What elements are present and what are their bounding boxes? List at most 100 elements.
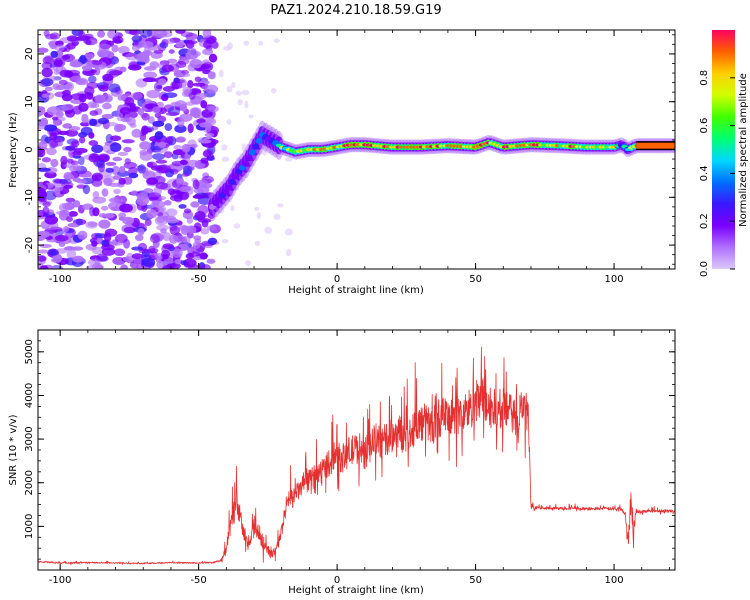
noise-blob [173,79,185,84]
noise-blob [118,212,127,219]
noise-blob [91,60,103,66]
noise-blob [65,216,73,223]
noise-blob [42,56,55,65]
noise-blob [88,75,97,84]
noise-blob [52,83,61,91]
noise-blob [193,235,202,241]
noise-blob [45,225,58,231]
noise-blob [157,141,167,148]
noise-blob [185,253,195,260]
snr-panel: -100 -50 0 50 100 1000 2000 3000 4000 5000 Heigh… [8,329,676,596]
noise-blob [38,255,47,262]
noise-blob [167,58,178,64]
noise-blob [38,124,46,130]
noise-blob [273,213,281,221]
noise-blob [77,230,88,240]
noise-blob [285,248,292,257]
y-tick-label: 2000 [24,470,35,495]
x-tick-label: -50 [190,575,206,586]
noise-blob [131,91,143,101]
noise-blob [199,252,208,260]
noise-blob [40,264,49,269]
noise-blob [175,30,186,34]
noise-blob [151,200,160,206]
noise-blob [137,227,145,236]
noise-blob [86,81,99,89]
noise-blob [172,248,183,258]
noise-blob [44,92,55,100]
noise-blob [113,248,126,257]
noise-blob [101,113,114,120]
noise-blob [276,203,284,208]
noise-blob [111,241,124,246]
noise-blob [185,32,198,41]
noise-blob [254,206,260,212]
noise-blob [61,93,73,102]
y-tick-label: 0 [24,146,35,152]
noise-blob [227,42,233,50]
noise-blob [143,188,154,194]
noise-blob [81,113,89,124]
noise-blob [139,151,153,161]
noise-blob [182,86,193,94]
noise-blob [65,197,76,203]
colorbar-gradient [712,30,735,269]
noise-blob [52,253,63,263]
noise-blob [66,35,78,42]
noise-blob [105,161,117,166]
noise-blob [148,245,156,254]
noise-blob [82,65,93,72]
noise-blob [50,158,59,168]
colorbar-tick-label: 0.8 [699,70,710,86]
noise-blob [157,78,167,86]
noise-blob [112,156,123,162]
noise-blob [164,123,173,131]
noise-blob [123,238,131,249]
noise-blob [131,44,141,51]
noise-blob [185,101,196,106]
noise-blob [146,209,158,219]
noise-blob [163,92,178,99]
noise-blob [127,64,142,71]
noise-blob [187,123,194,134]
noise-blob [141,112,150,121]
noise-blob [38,47,49,53]
noise-blob [201,264,211,269]
noise-blob [137,164,146,174]
y-tick-label: 1000 [24,514,35,539]
noise-blob [118,165,126,174]
noise-blob [156,211,164,217]
noise-blob [75,77,89,86]
noise-blob [198,179,208,188]
noise-blob [170,101,181,107]
noise-blob [218,69,224,78]
noise-blob [200,157,209,164]
x-tick-label: -50 [190,274,206,285]
noise-blob [100,205,109,211]
noise-blob [185,39,195,49]
noise-blob [221,238,229,244]
noise-blob [138,248,152,254]
noise-blob [179,190,189,201]
noise-blob [235,90,242,96]
noise-blob [152,106,161,114]
bottom-y-axis-label: SNR (10 * v/v) [8,414,19,485]
noise-blob [42,201,51,208]
noise-blob [46,147,57,156]
noise-blob [178,204,187,209]
noise-blob [284,228,293,236]
noise-blob [40,117,49,127]
noise-blob [61,181,74,188]
noise-blob [134,234,144,242]
noise-blob [78,156,85,166]
noise-blob [58,79,68,86]
noise-blob [62,123,73,129]
noise-blob [162,243,174,250]
noise-blob [175,41,184,48]
noise-blob [108,70,123,76]
noise-blob [68,148,76,158]
noise-blob [85,264,100,269]
noise-blob [72,105,83,115]
noise-blob [197,204,209,215]
ridge-mid [248,149,256,156]
